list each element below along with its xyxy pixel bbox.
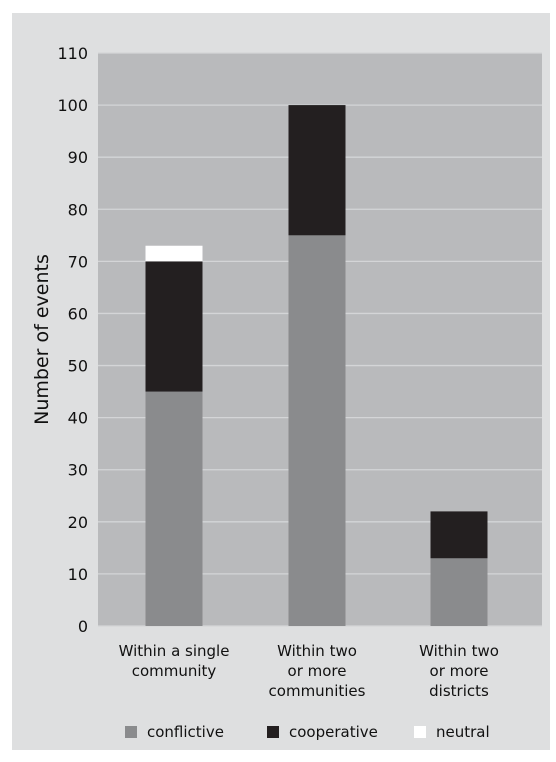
- y-tick-label: 70: [68, 252, 88, 271]
- y-axis-ticks: 0 10 20 30 40 50 60 70 80 90 100 110: [57, 44, 88, 636]
- legend: conflictive cooperative neutral: [125, 723, 490, 741]
- legend-swatch-conflictive: [125, 726, 137, 738]
- legend-swatch-cooperative: [267, 726, 279, 738]
- x-category-label: Within two or more districts: [419, 642, 499, 700]
- legend-label-neutral: neutral: [436, 723, 490, 741]
- y-tick-label: 40: [68, 409, 88, 428]
- x-category-label: Within a single community: [119, 642, 230, 680]
- y-tick-label: 80: [68, 200, 88, 219]
- bar-conflictive-0: [145, 391, 203, 626]
- y-tick-label: 0: [78, 617, 88, 636]
- stacked-bar-chart: 0 10 20 30 40 50 60 70 80 90 100 110 Within a singl…: [31, 44, 542, 741]
- bar-neutral-0: [145, 245, 203, 262]
- bar-conflictive-1: [288, 235, 346, 626]
- y-tick-label: 100: [57, 96, 88, 115]
- y-tick-label: 10: [68, 565, 88, 584]
- bars: [145, 105, 488, 626]
- y-tick-label: 50: [68, 357, 88, 376]
- legend-swatch-neutral: [414, 726, 426, 738]
- bar-conflictive-2: [430, 558, 488, 626]
- x-axis-categories: Within a single community Within two or mor…: [119, 642, 499, 700]
- y-tick-label: 90: [68, 148, 88, 167]
- y-axis-title: Number of events: [31, 254, 53, 425]
- chart-frame: 0 10 20 30 40 50 60 70 80 90 100 110 Within a singl…: [12, 13, 550, 750]
- y-tick-label: 60: [68, 304, 88, 323]
- bar-cooperative-1: [288, 105, 346, 236]
- x-category-label: Within two or more communities: [269, 642, 366, 700]
- bar-cooperative-0: [145, 261, 203, 392]
- y-tick-label: 20: [68, 513, 88, 532]
- bar-cooperative-2: [430, 511, 488, 559]
- y-tick-label: 110: [57, 44, 88, 63]
- legend-label-conflictive: conflictive: [147, 723, 224, 741]
- legend-label-cooperative: cooperative: [289, 723, 378, 741]
- y-tick-label: 30: [68, 461, 88, 480]
